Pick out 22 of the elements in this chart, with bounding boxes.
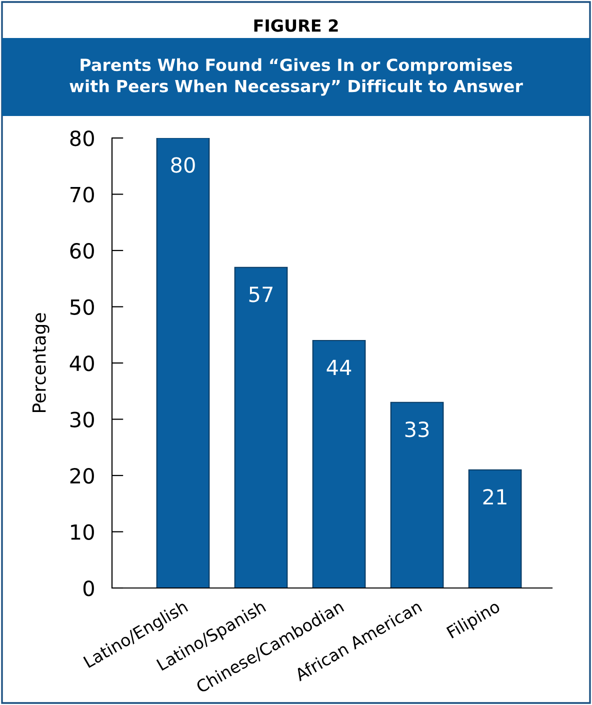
data-label: 80 (171, 157, 195, 173)
data-label: 33 (405, 421, 429, 438)
chart-subtitle: Parents Who Found “Gives In or Compromises with Peers When Necessary” Difficult to Answer (70, 58, 523, 96)
y-tick-label: 70 (70, 186, 94, 202)
y-axis-title: Percentage (32, 313, 50, 412)
y-tick-label: 20 (70, 468, 94, 484)
y-tick-label: 10 (71, 524, 94, 540)
data-label: 44 (326, 360, 352, 376)
bar (390, 402, 444, 588)
y-tick-label: 50 (70, 299, 94, 315)
y-tick-label: 80 (70, 130, 94, 146)
bar (156, 138, 210, 588)
bar (312, 340, 366, 588)
data-label: 21 (483, 488, 506, 504)
chart-title: FIGURE 2 (254, 19, 338, 32)
y-tick-label: 0 (83, 580, 94, 596)
bar (468, 469, 522, 588)
y-tick-label: 40 (70, 355, 94, 372)
bar (234, 266, 288, 588)
y-tick-label: 60 (70, 242, 94, 259)
data-label: 57 (249, 286, 272, 302)
y-tick-label: 30 (70, 412, 94, 428)
